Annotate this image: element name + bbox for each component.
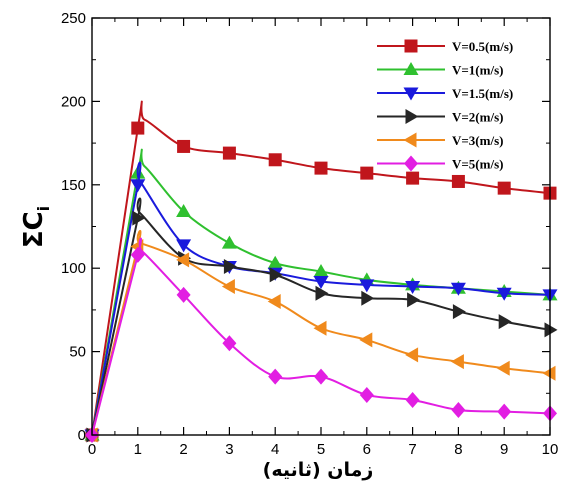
legend-marker <box>404 39 418 53</box>
data-point <box>405 391 420 408</box>
data-point <box>452 304 466 320</box>
y-tick-label: 200 <box>61 93 86 110</box>
data-point <box>496 360 510 376</box>
data-point <box>268 153 282 167</box>
data-point <box>360 166 374 180</box>
legend-item: V=2(m/s) <box>377 109 503 125</box>
data-point <box>176 252 190 268</box>
x-tick-label: 1 <box>134 441 142 458</box>
data-point <box>542 365 556 381</box>
data-point <box>176 286 191 303</box>
y-tick-label: 150 <box>61 177 86 194</box>
data-point <box>223 259 237 275</box>
y-tick-label: 100 <box>61 260 86 277</box>
data-point <box>544 322 558 338</box>
y-tick-label: 0 <box>78 427 86 444</box>
data-point <box>267 294 281 310</box>
legend-item: V=1.5(m/s) <box>377 86 513 101</box>
legend-marker <box>403 62 419 75</box>
legend-marker <box>403 132 417 148</box>
data-point <box>222 335 237 352</box>
x-tick-label: 4 <box>271 441 279 458</box>
data-point <box>221 235 237 249</box>
data-point <box>451 401 466 418</box>
x-tick-label: 8 <box>454 441 462 458</box>
data-point <box>177 139 191 153</box>
data-point <box>132 210 146 226</box>
data-point <box>269 267 283 283</box>
data-point <box>268 368 283 385</box>
series-6 <box>85 237 557 443</box>
data-point <box>359 386 374 403</box>
data-point <box>222 146 236 160</box>
legend-label: V=3(m/s) <box>452 133 503 148</box>
x-tick-label: 3 <box>225 441 233 458</box>
data-point <box>176 239 192 253</box>
legend-item: V=0.5(m/s) <box>377 39 513 54</box>
y-axis-title-subscript: i <box>34 206 53 211</box>
legend-marker <box>404 155 418 172</box>
data-point <box>405 281 421 295</box>
data-point <box>314 161 328 175</box>
data-point <box>497 403 512 420</box>
data-point <box>496 287 512 301</box>
x-tick-label: 2 <box>179 441 187 458</box>
data-point <box>314 368 328 385</box>
data-point <box>361 290 375 306</box>
data-point <box>450 282 466 296</box>
x-axis-title: زمان (ثانیه) <box>263 459 374 481</box>
legend-marker <box>405 109 419 124</box>
x-tick-label: 7 <box>408 441 416 458</box>
legend-label: V=0.5(m/s) <box>452 39 513 54</box>
data-point <box>313 276 329 290</box>
x-tick-label: 10 <box>542 441 559 458</box>
data-point <box>130 246 145 263</box>
data-point <box>407 292 421 308</box>
data-point <box>313 320 327 336</box>
x-tick-label: 6 <box>363 441 371 458</box>
series-layer <box>84 100 558 443</box>
x-tick-label: 5 <box>317 441 325 458</box>
legend-item: V=3(m/s) <box>377 132 503 148</box>
y-axis-title-main: ΣC <box>19 211 49 248</box>
data-point <box>451 174 465 188</box>
legend-item: V=1(m/s) <box>377 62 503 78</box>
data-point <box>130 179 146 193</box>
legend-label: V=1(m/s) <box>452 63 503 78</box>
data-point <box>221 279 235 295</box>
data-point <box>498 314 512 330</box>
data-point <box>359 332 373 348</box>
data-point <box>176 203 192 217</box>
data-point <box>315 285 329 301</box>
data-point <box>450 354 464 370</box>
data-point <box>359 279 375 293</box>
y-tick-label: 250 <box>61 10 86 27</box>
legend-label: V=5(m/s) <box>452 157 503 172</box>
legend-item: V=5(m/s) <box>377 155 503 172</box>
y-axis-title: ΣCi <box>19 206 53 248</box>
data-point <box>313 264 329 278</box>
data-point <box>131 121 145 135</box>
legend-label: V=2(m/s) <box>452 110 503 125</box>
x-tick-label: 9 <box>500 441 508 458</box>
legend: V=0.5(m/s) V=1(m/s) V=1.5(m/s) V=2(m/s) V=3(… <box>377 39 513 172</box>
data-point <box>497 181 511 195</box>
y-tick-label: 50 <box>69 344 86 361</box>
x-tick-label: 0 <box>88 441 96 458</box>
legend-label: V=1.5(m/s) <box>452 86 513 101</box>
legend-marker <box>403 87 419 101</box>
data-point <box>406 171 420 185</box>
data-point <box>267 255 283 269</box>
data-point <box>405 347 419 363</box>
